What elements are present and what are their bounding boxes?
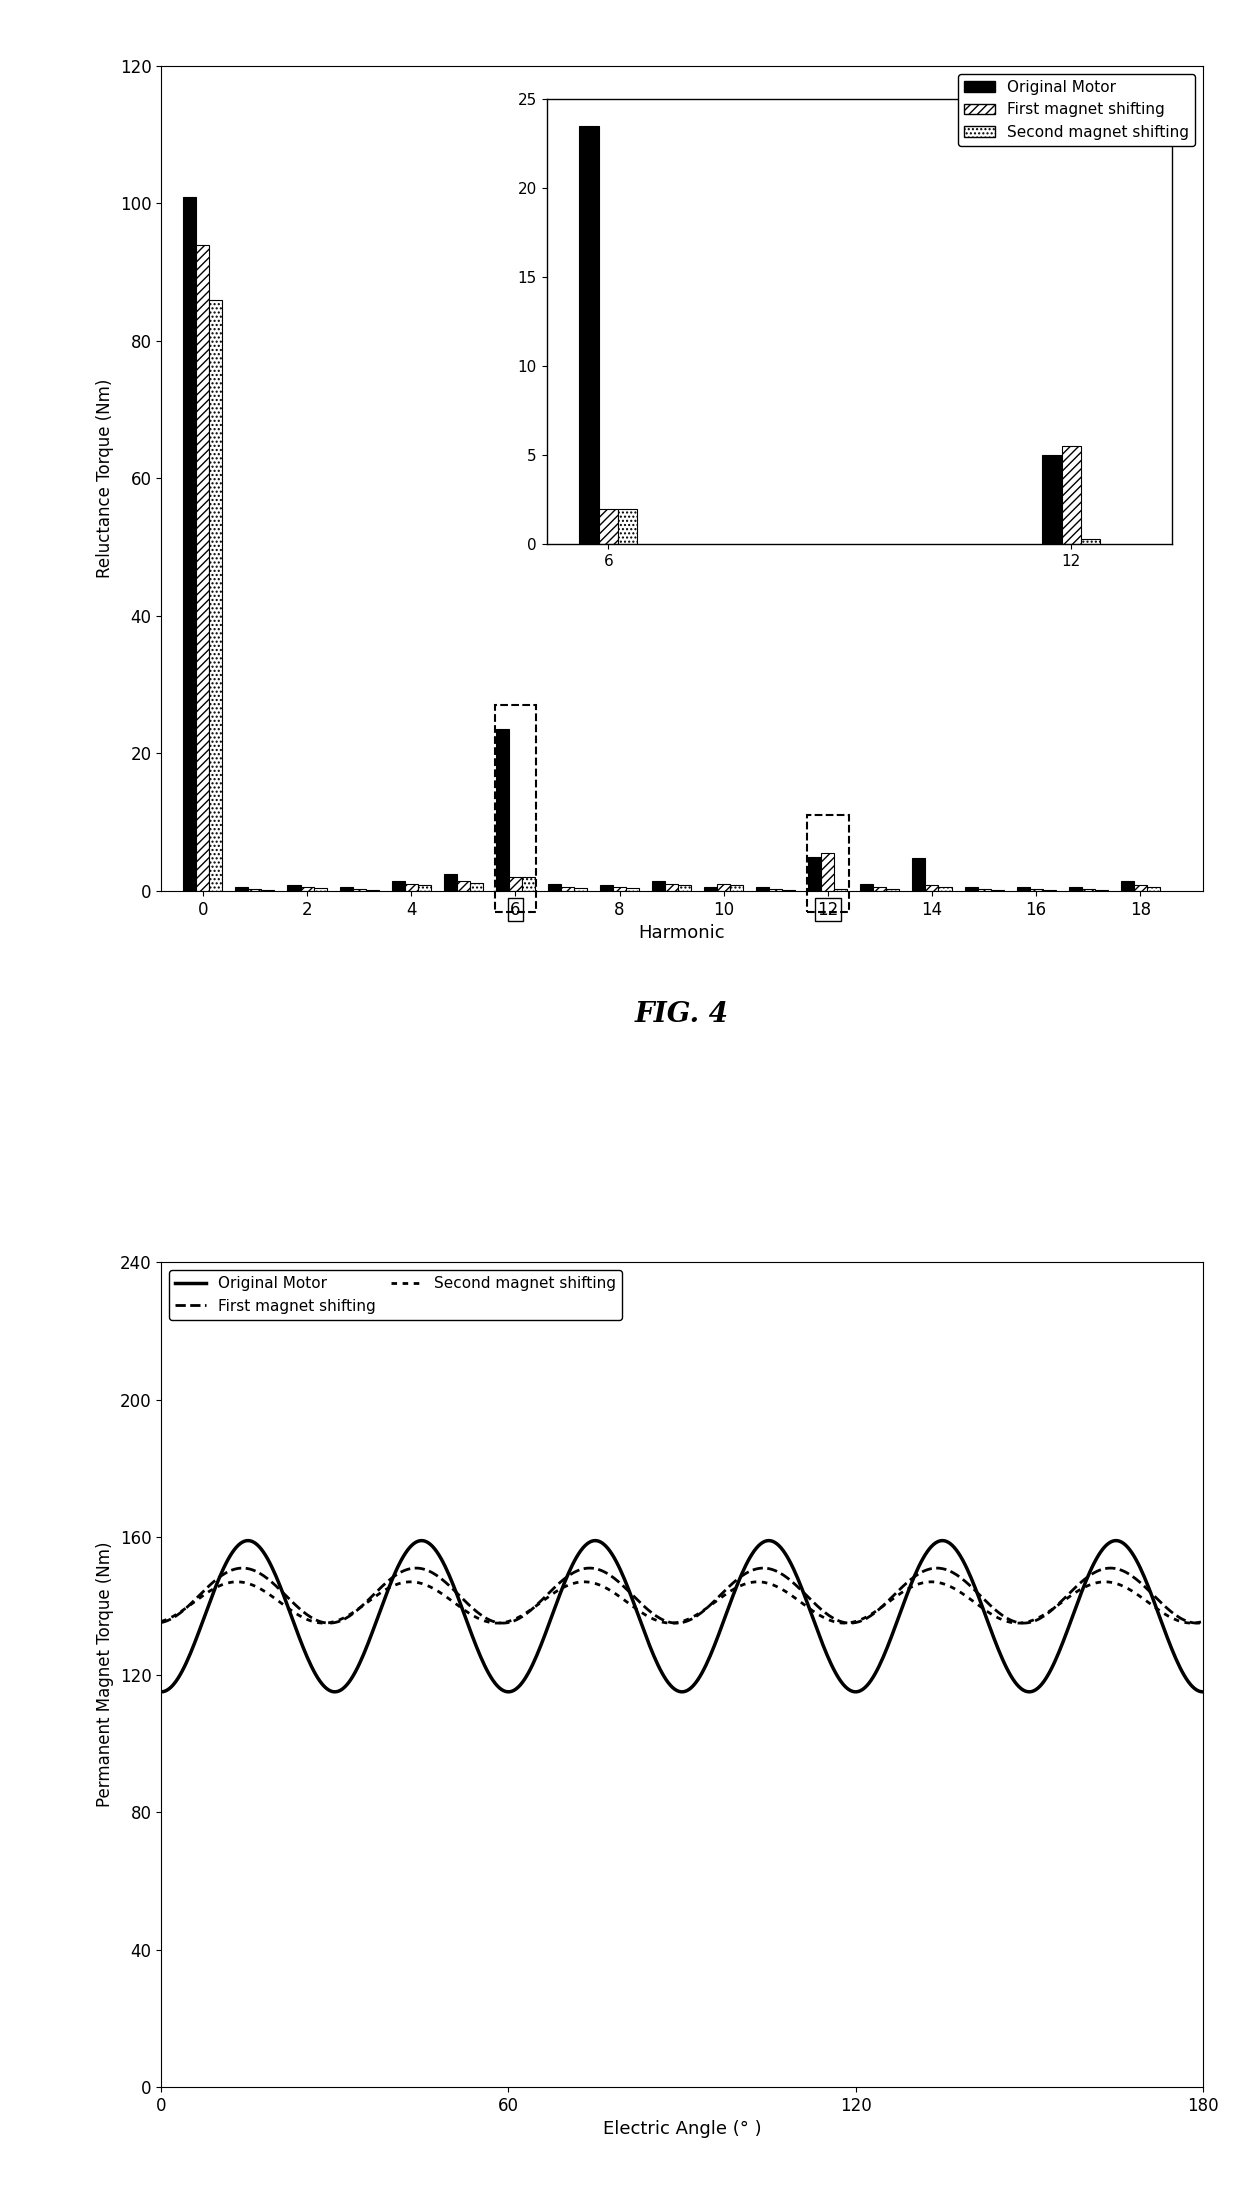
Bar	[626, 888, 639, 892]
Bar	[704, 888, 717, 892]
Bar	[495, 705, 536, 912]
Bar	[404, 883, 418, 892]
Bar	[496, 729, 508, 892]
Bar	[314, 888, 326, 892]
Bar	[392, 881, 404, 892]
Bar	[873, 888, 887, 892]
Original Motor	[657, 1663, 672, 1689]
Bar	[574, 888, 587, 892]
Bar	[1147, 888, 1159, 892]
Line: Second magnet shifting: Second magnet shifting	[161, 1582, 1203, 1624]
Original Motor	[154, 1679, 169, 1705]
Bar	[925, 885, 939, 892]
Bar	[730, 885, 743, 892]
Second magnet shifting	[651, 1608, 666, 1635]
Bar	[821, 852, 835, 892]
Bar	[807, 815, 848, 912]
First magnet shifting	[236, 1555, 250, 1582]
Bar	[717, 883, 730, 892]
Second magnet shifting	[719, 1580, 734, 1606]
Bar	[939, 888, 951, 892]
Bar	[184, 196, 196, 892]
Bar	[652, 881, 665, 892]
Legend: Original Motor, First magnet shifting, Second magnet shifting: Original Motor, First magnet shifting, S…	[959, 73, 1195, 145]
Original Motor	[1195, 1679, 1210, 1705]
Original Motor	[1172, 1654, 1187, 1681]
Bar	[444, 874, 456, 892]
Bar	[456, 881, 470, 892]
First magnet shifting	[1012, 1610, 1027, 1637]
Y-axis label: Reluctance Torque (Nm): Reluctance Torque (Nm)	[97, 378, 114, 578]
Original Motor	[588, 1527, 603, 1553]
Second magnet shifting	[657, 1610, 672, 1637]
Second magnet shifting	[490, 1610, 505, 1637]
Second magnet shifting	[154, 1608, 169, 1635]
X-axis label: Harmonic: Harmonic	[639, 925, 725, 943]
Second magnet shifting	[924, 1569, 939, 1595]
Bar	[548, 883, 560, 892]
First magnet shifting	[843, 1610, 858, 1637]
Bar	[522, 877, 534, 892]
Bar	[340, 888, 352, 892]
Bar	[470, 883, 482, 892]
First magnet shifting	[1195, 1610, 1210, 1637]
Second magnet shifting	[1012, 1610, 1027, 1637]
First magnet shifting	[154, 1610, 169, 1637]
Bar	[210, 299, 222, 892]
Bar	[418, 885, 430, 892]
Bar	[508, 877, 522, 892]
Original Motor	[1009, 1672, 1024, 1698]
Line: First magnet shifting: First magnet shifting	[161, 1569, 1203, 1624]
Text: FIG. 4: FIG. 4	[635, 1002, 729, 1028]
Bar	[965, 888, 977, 892]
Bar	[1017, 888, 1029, 892]
Legend: Original Motor, First magnet shifting, Second magnet shifting: Original Motor, First magnet shifting, S…	[169, 1270, 621, 1320]
First magnet shifting	[776, 1562, 791, 1588]
Bar	[288, 885, 300, 892]
Y-axis label: Permanent Magnet Torque (Nm): Permanent Magnet Torque (Nm)	[97, 1542, 114, 1808]
Second magnet shifting	[1174, 1608, 1189, 1635]
Original Motor	[651, 1652, 666, 1679]
Bar	[1121, 881, 1133, 892]
Bar	[560, 888, 574, 892]
Original Motor	[776, 1538, 791, 1564]
Bar	[1069, 888, 1081, 892]
Bar	[756, 888, 769, 892]
Bar	[1133, 885, 1147, 892]
Second magnet shifting	[776, 1577, 791, 1604]
Second magnet shifting	[1195, 1608, 1210, 1635]
Line: Original Motor: Original Motor	[161, 1540, 1203, 1692]
Bar	[913, 857, 925, 892]
X-axis label: Electric Angle (° ): Electric Angle (° )	[603, 2120, 761, 2138]
Bar	[300, 888, 314, 892]
Bar	[678, 885, 691, 892]
Bar	[808, 857, 821, 892]
Original Motor	[719, 1599, 734, 1626]
First magnet shifting	[1174, 1606, 1189, 1632]
Bar	[196, 244, 210, 892]
Bar	[665, 883, 678, 892]
Bar	[613, 888, 626, 892]
Bar	[600, 885, 613, 892]
First magnet shifting	[719, 1575, 734, 1602]
Bar	[236, 888, 248, 892]
First magnet shifting	[651, 1604, 666, 1630]
First magnet shifting	[657, 1608, 672, 1635]
Bar	[861, 883, 873, 892]
